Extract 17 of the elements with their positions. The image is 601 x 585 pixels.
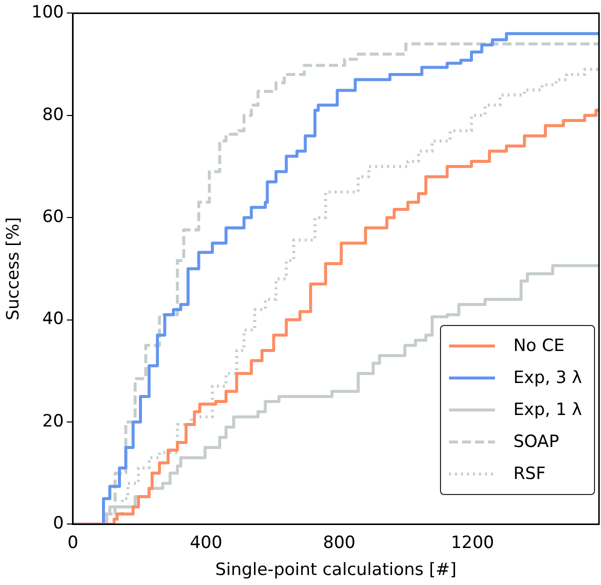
y-axis-title: Success [%] [4, 217, 24, 320]
y-tick-label: 60 [42, 207, 64, 228]
y-tick-label: 20 [42, 411, 64, 432]
x-tick-label: 400 [190, 532, 222, 553]
y-tick-label: 0 [53, 514, 64, 534]
legend-label: RSF [513, 464, 546, 484]
legend-label: SOAP [513, 432, 560, 452]
legend-label: No CE [513, 336, 564, 356]
y-tick-label: 80 [42, 104, 64, 125]
legend-label: Exp, 1 λ [513, 400, 582, 420]
x-axis-title: Single-point calculations [#] [215, 560, 457, 580]
x-tick-label: 800 [323, 532, 356, 553]
y-tick-label: 100 [31, 2, 64, 23]
x-tick-label: 1200 [450, 532, 494, 553]
x-tick-label: 0 [67, 532, 78, 553]
y-tick-label: 40 [42, 309, 64, 330]
legend-label: Exp, 3 λ [513, 368, 582, 388]
